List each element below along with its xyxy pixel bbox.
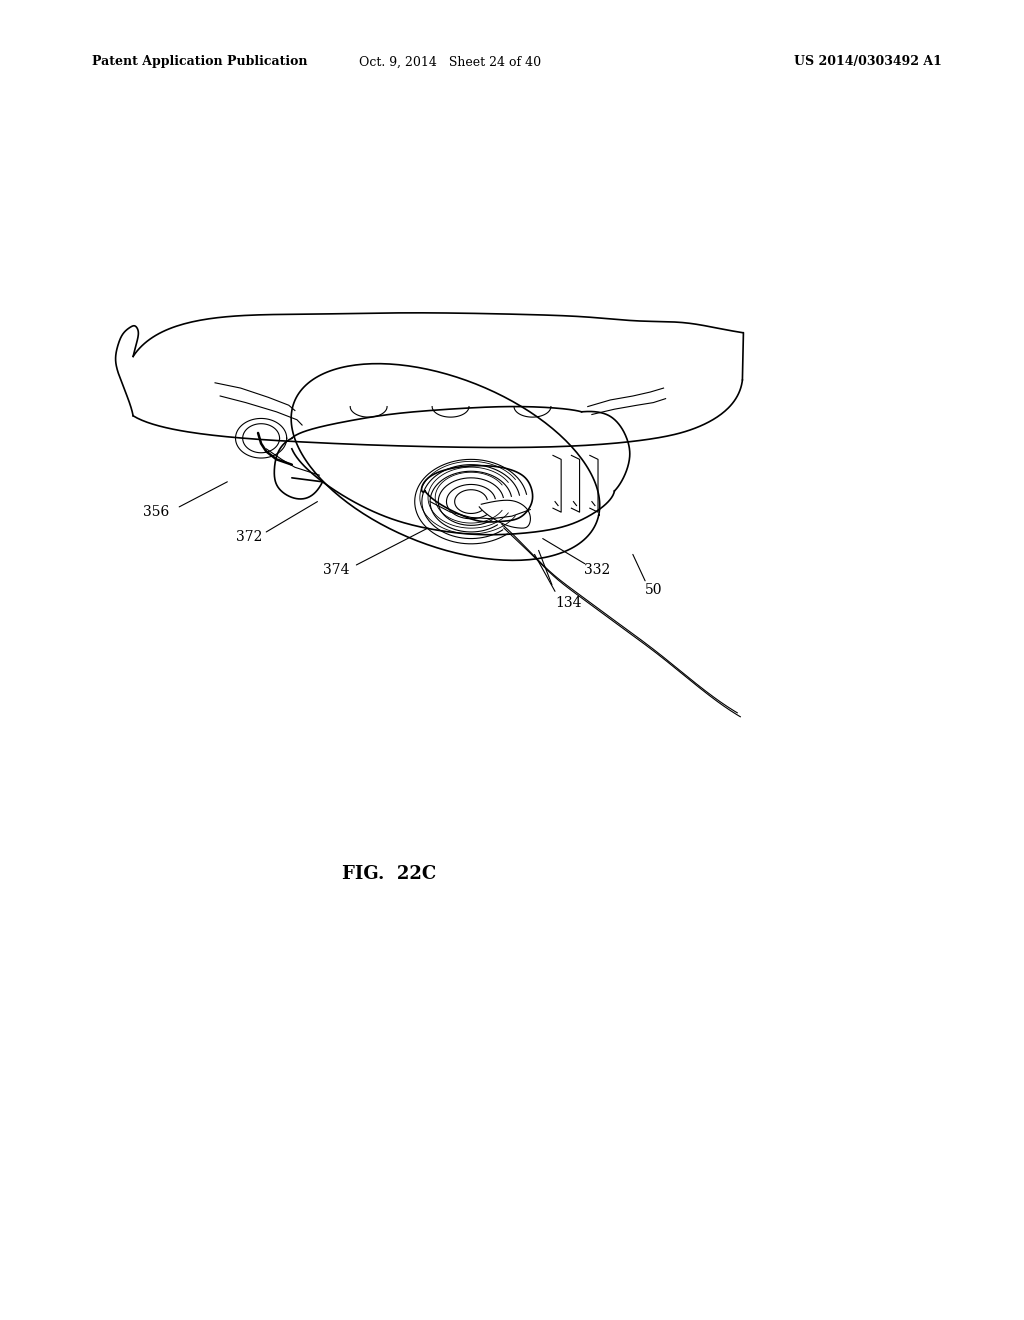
Text: 332: 332 (584, 564, 610, 577)
Text: 356: 356 (143, 506, 170, 519)
Text: 134: 134 (555, 597, 582, 610)
Text: 372: 372 (236, 531, 262, 544)
Text: 374: 374 (323, 564, 349, 577)
Text: FIG.  22C: FIG. 22C (342, 865, 436, 883)
Text: Patent Application Publication: Patent Application Publication (92, 55, 307, 69)
Text: US 2014/0303492 A1: US 2014/0303492 A1 (795, 55, 942, 69)
Text: 50: 50 (645, 583, 663, 597)
Text: Oct. 9, 2014   Sheet 24 of 40: Oct. 9, 2014 Sheet 24 of 40 (359, 55, 542, 69)
